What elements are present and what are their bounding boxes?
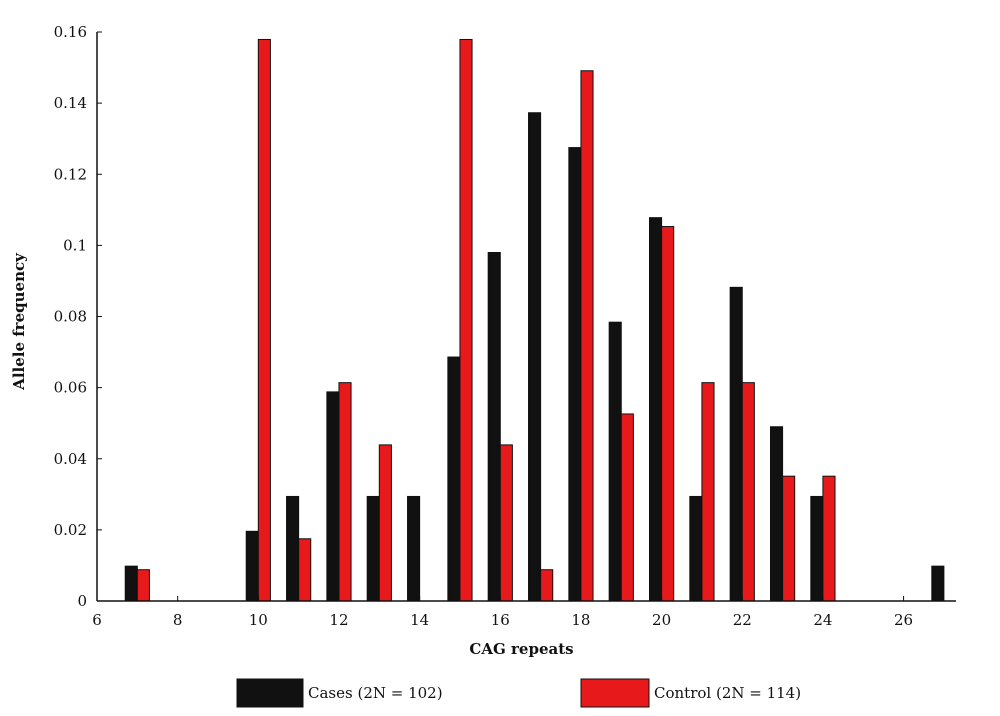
bar-control-13 xyxy=(378,444,392,602)
bar-control-23 xyxy=(782,475,796,602)
legend-label-control: Control (2N = 114) xyxy=(654,684,801,702)
bar-control-17 xyxy=(540,569,554,602)
x-tick-label: 26 xyxy=(894,611,913,629)
x-tick-label: 22 xyxy=(733,611,752,629)
bar-cases-22 xyxy=(729,286,743,602)
bar-cases-11 xyxy=(286,495,300,602)
x-tick-label: 24 xyxy=(813,611,832,629)
bar-control-20 xyxy=(661,226,675,602)
bar-control-22 xyxy=(741,382,755,602)
bar-cases-15 xyxy=(447,356,461,602)
y-tick-label: 0.06 xyxy=(54,379,87,397)
bar-cases-24 xyxy=(810,495,824,602)
y-tick-label: 0.14 xyxy=(54,94,87,112)
bar-control-19 xyxy=(620,413,634,602)
bar-cases-14 xyxy=(407,495,421,602)
bars-layer xyxy=(124,38,945,602)
y-tick-label: 0.1 xyxy=(63,236,87,254)
bar-cases-12 xyxy=(326,391,340,602)
bar-cases-19 xyxy=(608,321,622,602)
x-tick-label: 6 xyxy=(92,611,102,629)
x-tick-label: 12 xyxy=(329,611,348,629)
bar-cases-17 xyxy=(528,112,542,602)
legend-label-cases: Cases (2N = 102) xyxy=(308,684,443,702)
bar-control-21 xyxy=(701,382,715,602)
bar-cases-16 xyxy=(487,251,501,602)
y-tick-label: 0.08 xyxy=(54,308,87,326)
bar-control-10 xyxy=(257,38,271,602)
x-tick-label: 20 xyxy=(652,611,671,629)
bar-cases-20 xyxy=(649,217,663,602)
y-ticks: 0 0.02 0.04 0.06 0.08 0.1 0.12 0.14 0.16 xyxy=(54,23,102,610)
bar-control-12 xyxy=(338,382,352,602)
x-tick-label: 8 xyxy=(173,611,183,629)
bar-cases-10 xyxy=(245,530,259,602)
legend-swatch-control xyxy=(580,678,650,708)
bar-cases-27 xyxy=(931,565,945,602)
bar-control-18 xyxy=(580,70,594,602)
x-tick-label: 18 xyxy=(571,611,590,629)
y-axis-title: Allele frequency xyxy=(10,252,28,391)
y-tick-label: 0.16 xyxy=(54,23,87,41)
bar-cases-7 xyxy=(124,565,138,602)
x-tick-label: 16 xyxy=(491,611,510,629)
bar-control-16 xyxy=(499,444,513,602)
x-tick-label: 10 xyxy=(249,611,268,629)
x-axis-title: CAG repeats xyxy=(469,640,573,658)
y-tick-label: 0 xyxy=(77,592,87,610)
bar-cases-13 xyxy=(366,495,380,602)
legend: Cases (2N = 102) Control (2N = 114) xyxy=(236,678,801,708)
x-ticks: 6 8 10 12 14 16 18 20 22 24 26 xyxy=(92,596,913,629)
bar-cases-18 xyxy=(568,147,582,602)
bar-cases-21 xyxy=(689,495,703,602)
bar-control-15 xyxy=(459,38,473,602)
y-tick-label: 0.12 xyxy=(54,165,87,183)
y-tick-label: 0.02 xyxy=(54,521,87,539)
y-tick-label: 0.04 xyxy=(54,450,87,468)
x-tick-label: 14 xyxy=(410,611,429,629)
bar-cases-23 xyxy=(769,426,784,602)
bar-control-7 xyxy=(136,569,150,602)
bar-control-24 xyxy=(822,475,836,602)
legend-swatch-cases xyxy=(236,678,304,708)
bar-control-11 xyxy=(298,538,312,602)
